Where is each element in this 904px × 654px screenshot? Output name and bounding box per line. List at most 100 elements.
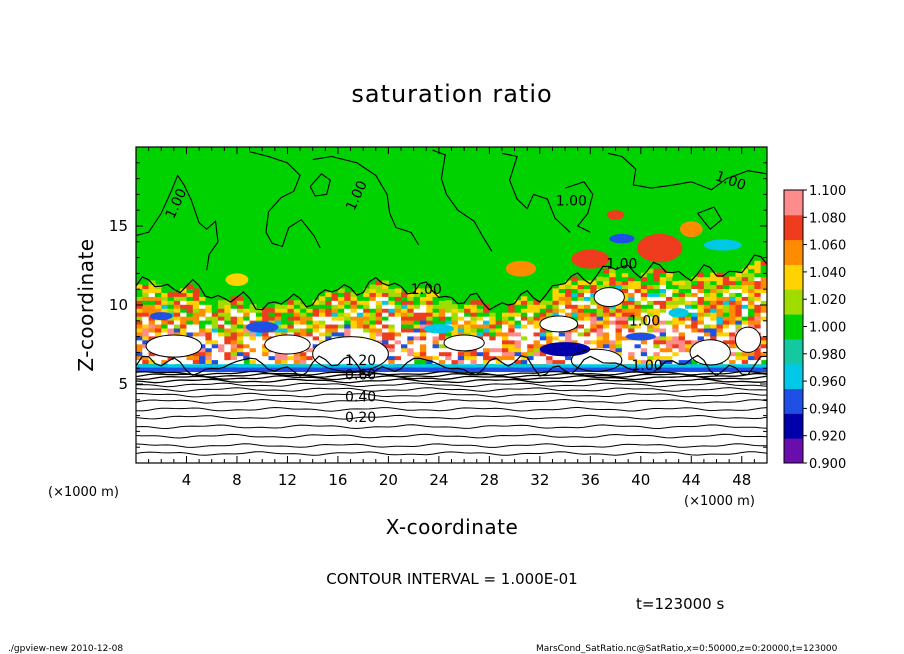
field-cell <box>729 351 737 357</box>
field-cell <box>722 280 730 286</box>
field-cell <box>628 316 636 321</box>
field-cell <box>394 320 402 325</box>
contour-line <box>136 443 767 448</box>
field-cell <box>154 320 162 325</box>
field-cell <box>710 272 718 278</box>
field-cell <box>716 312 724 317</box>
field-cell <box>426 347 434 353</box>
field-cell <box>192 296 200 301</box>
colorbar-segment <box>784 314 803 340</box>
field-cell <box>356 327 364 333</box>
field-cell <box>426 351 434 357</box>
field-cell <box>628 320 636 325</box>
field-cell <box>514 351 522 357</box>
field-cell <box>659 284 667 290</box>
x-tick-label: 36 <box>581 471 600 489</box>
field-cell <box>584 335 591 341</box>
field-cell <box>735 323 743 329</box>
field-cell <box>249 347 257 353</box>
field-cell <box>186 308 194 313</box>
field-blob <box>423 323 455 334</box>
field-cell <box>647 284 655 290</box>
field-blob <box>146 335 202 358</box>
field-cell <box>180 288 188 293</box>
field-cell <box>590 304 598 309</box>
field-cell <box>281 331 289 337</box>
field-cell <box>300 304 307 309</box>
field-cell <box>508 359 516 365</box>
field-blob <box>594 287 625 307</box>
colorbar-segment <box>784 289 803 315</box>
field-cell <box>350 312 358 317</box>
field-cell <box>489 347 497 353</box>
field-cell <box>236 300 244 305</box>
field-cell <box>754 327 762 333</box>
field-cell <box>192 355 200 361</box>
field-cell <box>508 335 516 341</box>
field-cell <box>621 327 629 333</box>
field-cell <box>199 359 207 365</box>
field-cell <box>703 316 711 321</box>
field-cell <box>640 316 648 321</box>
field-cell <box>640 359 648 365</box>
field-cell <box>218 347 225 353</box>
field-cell <box>218 320 225 325</box>
field-cell <box>255 331 263 337</box>
field-cell <box>306 331 314 337</box>
field-cell <box>697 331 705 337</box>
field-cell <box>577 304 585 309</box>
field-cell <box>337 331 345 337</box>
field-cell <box>287 300 295 305</box>
field-cell <box>148 335 156 341</box>
field-cell <box>363 300 371 305</box>
field-cell <box>476 316 484 321</box>
field-cell <box>432 331 440 337</box>
field-cell <box>584 316 591 321</box>
field-cell <box>142 280 150 286</box>
field-cell <box>508 331 516 337</box>
field-cell <box>142 335 150 341</box>
field-cell <box>527 327 535 333</box>
field-cell <box>748 272 755 278</box>
field-cell <box>653 284 661 290</box>
field-blob <box>264 335 311 354</box>
field-cell <box>602 280 610 286</box>
field-cell <box>666 323 673 329</box>
field-cell <box>318 320 326 325</box>
field-cell <box>325 296 333 301</box>
field-cell <box>647 320 655 325</box>
field-cell <box>653 323 661 329</box>
field-cell <box>167 355 175 361</box>
field-cell <box>432 351 440 357</box>
field-blob <box>539 316 578 332</box>
field-cell <box>161 288 169 293</box>
field-cell <box>445 316 453 321</box>
field-cell <box>268 316 276 321</box>
field-cell <box>470 331 478 337</box>
field-cell <box>609 268 617 274</box>
field-cell <box>325 323 333 329</box>
field-cell <box>199 296 207 301</box>
field-cell <box>684 335 692 341</box>
field-cell <box>230 316 238 321</box>
field-cell <box>236 335 244 341</box>
field-cell <box>609 312 617 317</box>
field-cell <box>344 292 352 297</box>
field-cell <box>293 351 301 357</box>
field-cell <box>754 288 762 293</box>
field-cell <box>199 312 207 317</box>
field-cell <box>173 323 181 329</box>
field-cell <box>741 320 749 325</box>
field-cell <box>401 300 408 305</box>
field-cell <box>432 355 440 361</box>
field-cell <box>716 323 724 329</box>
contour-line <box>136 433 767 439</box>
field-cell <box>577 292 585 297</box>
contour-line <box>136 451 767 456</box>
field-cell <box>300 320 307 325</box>
field-cell <box>419 316 427 321</box>
field-cell <box>691 335 699 341</box>
field-cell <box>558 359 566 365</box>
field-cell <box>363 288 371 293</box>
